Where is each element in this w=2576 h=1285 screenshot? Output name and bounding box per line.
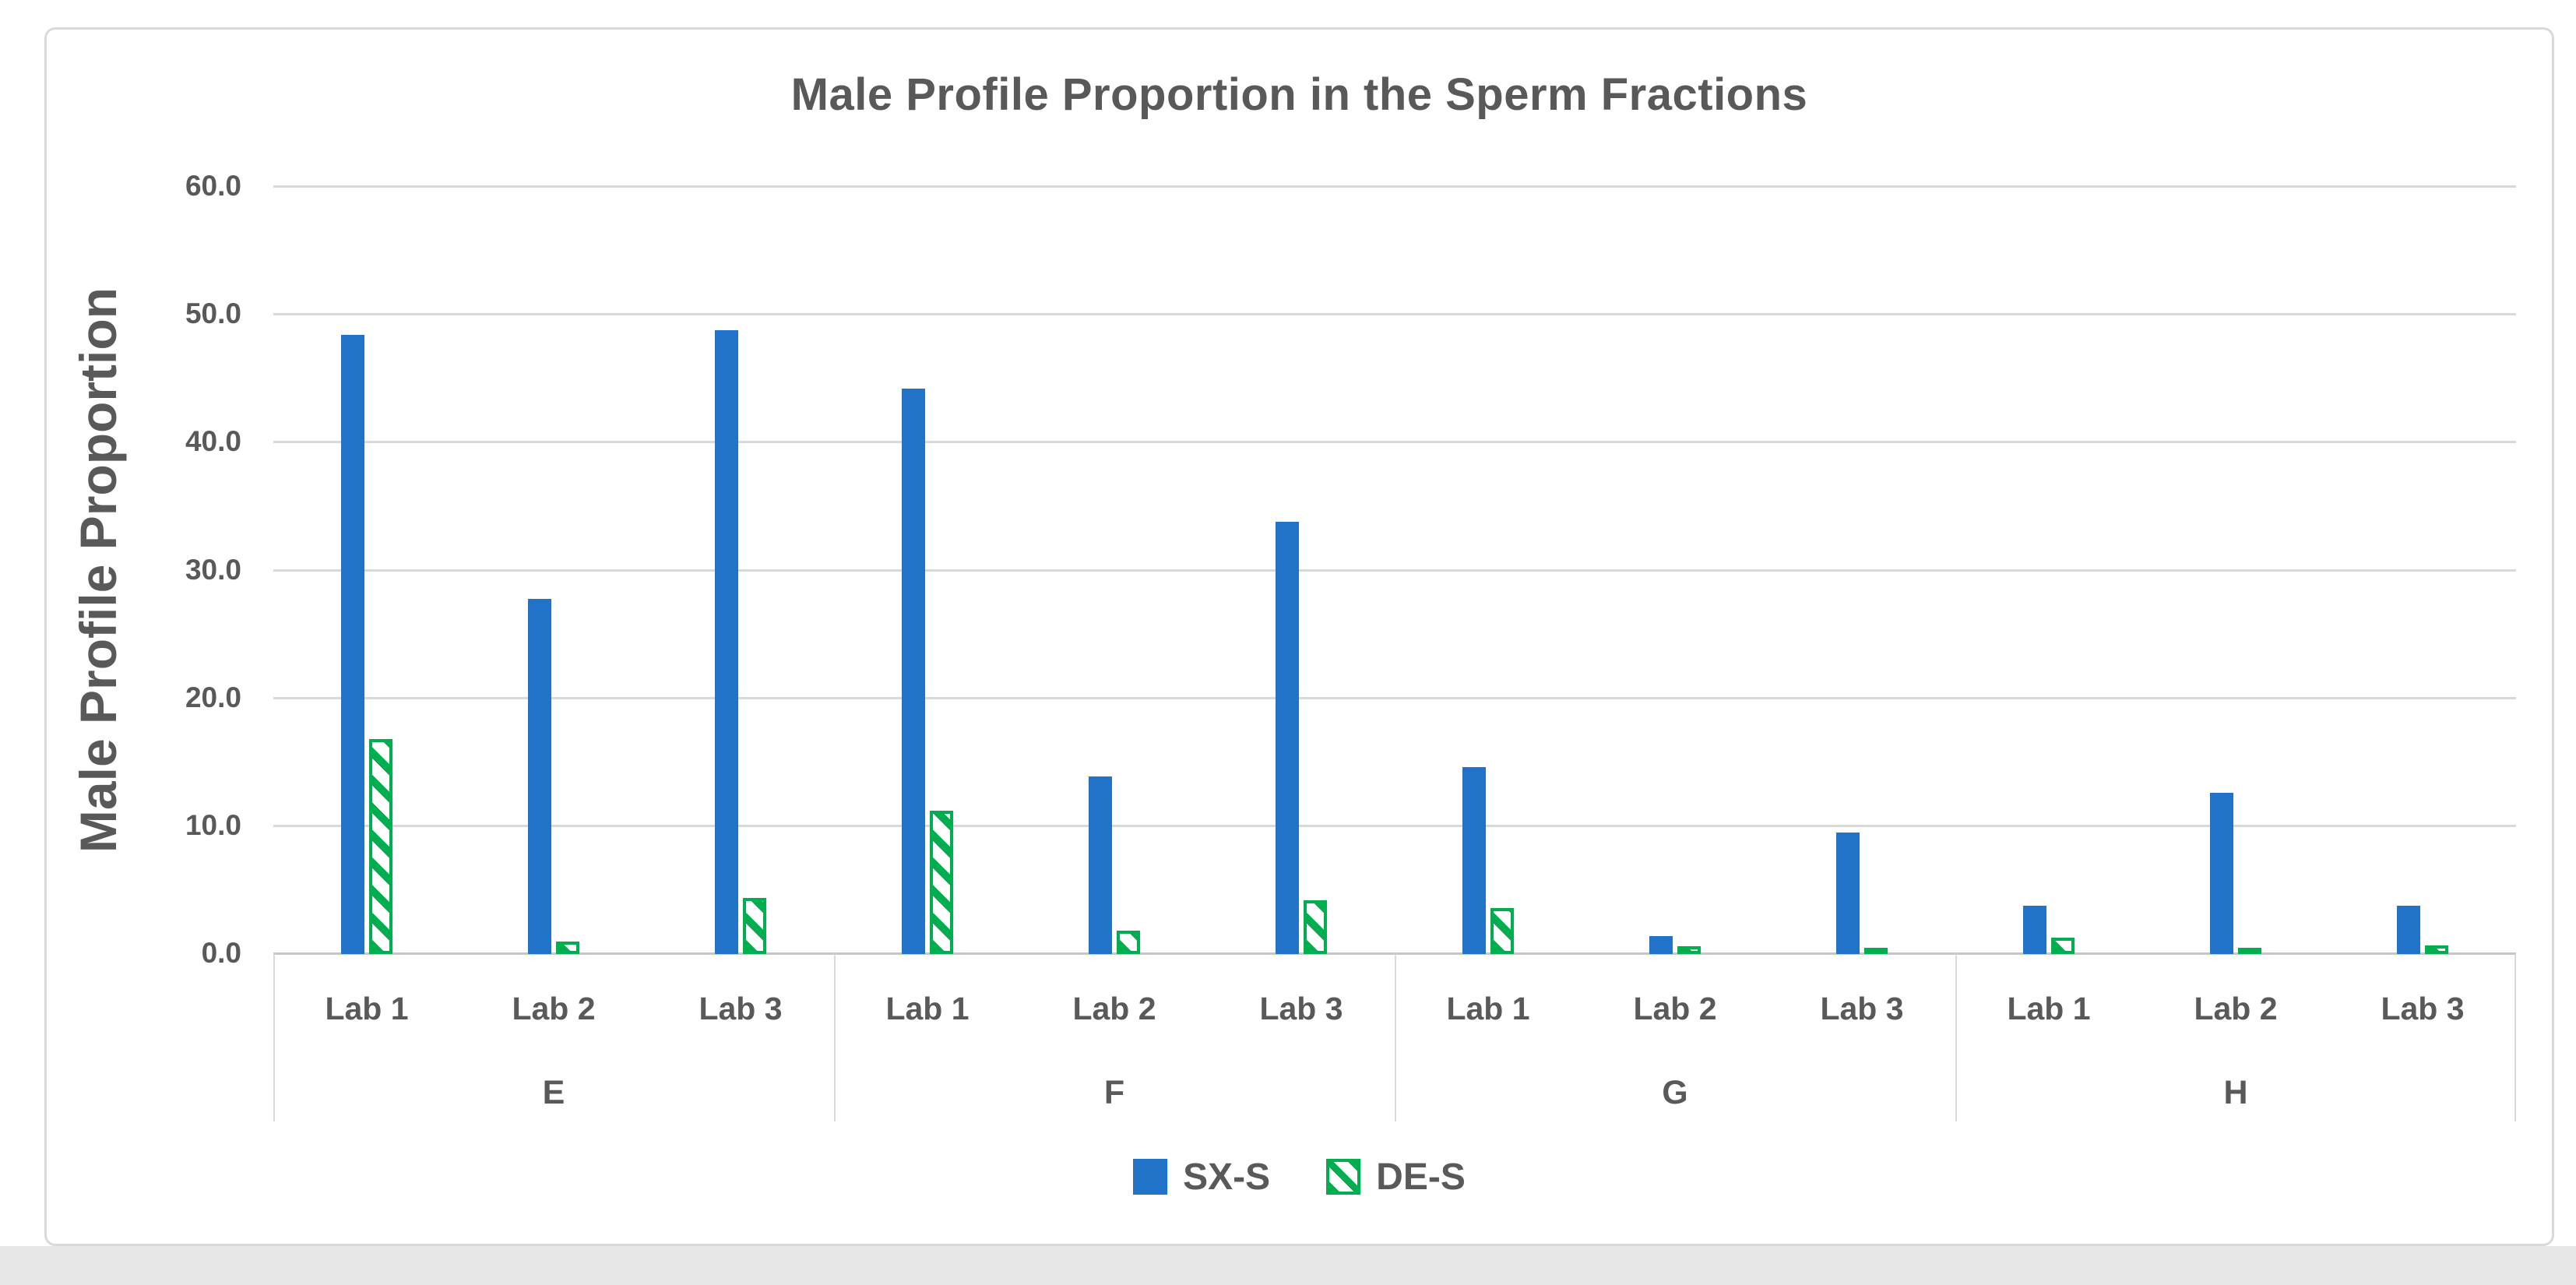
sx-s-bar-e-lab-3	[715, 329, 738, 954]
sx-s-legend-swatch	[1133, 1159, 1168, 1195]
group-separator	[834, 954, 836, 1121]
x-axis-line	[273, 952, 2516, 955]
sx-s-bar-g-lab-1	[1462, 767, 1486, 954]
sx-s-bar-e-lab-1	[341, 335, 364, 954]
x-group-label: H	[2223, 1074, 2248, 1111]
group-separator	[1395, 954, 1396, 1121]
sx-s-bar-e-lab-2	[528, 598, 551, 954]
y-tick-label: 40.0	[185, 425, 241, 458]
legend: SX-S DE-S	[47, 1149, 2552, 1204]
y-tick-label: 10.0	[185, 808, 241, 841]
sx-s-bar-h-lab-3	[2397, 905, 2420, 954]
chart-title: Male Profile Proportion in the Sperm Fra…	[790, 69, 1808, 120]
y-tick-label: 50.0	[185, 297, 241, 330]
plot-area	[273, 185, 2516, 955]
de-s-bar-e-lab-1	[369, 739, 392, 954]
sx-s-bar-f-lab-1	[902, 389, 925, 954]
sx-s-bar-g-lab-3	[1836, 833, 1860, 954]
de-s-bar-e-lab-3	[743, 897, 766, 954]
x-lab-label: Lab 1	[2007, 991, 2091, 1026]
legend-item-de-s: DE-S	[1326, 1156, 1466, 1199]
gridline	[273, 824, 2516, 827]
group-separator	[273, 954, 275, 1121]
de-s-bar-g-lab-2	[1677, 946, 1701, 954]
x-lab-label: Lab 2	[1072, 991, 1156, 1026]
sx-s-bar-h-lab-1	[2023, 905, 2046, 954]
group-separator	[1955, 954, 1957, 1121]
de-s-bar-g-lab-3	[1864, 947, 1888, 954]
x-lab-label: Lab 2	[512, 991, 596, 1026]
de-s-bar-h-lab-3	[2425, 945, 2448, 954]
legend-item-sx-s: SX-S	[1133, 1156, 1270, 1199]
legend-label-de-s: DE-S	[1376, 1156, 1466, 1198]
gridline	[273, 313, 2516, 316]
y-tick-label: 20.0	[185, 681, 241, 713]
gridline	[273, 441, 2516, 444]
sx-s-bar-f-lab-2	[1089, 776, 1112, 954]
x-lab-label: Lab 3	[2381, 991, 2465, 1026]
x-lab-label: Lab 2	[1633, 991, 1717, 1026]
y-tick-label: 0.0	[201, 937, 241, 969]
x-lab-label: Lab 2	[2194, 991, 2278, 1026]
group-separator	[2514, 954, 2516, 1121]
de-s-bar-f-lab-3	[1304, 900, 1327, 954]
x-lab-label: Lab 1	[1446, 991, 1530, 1026]
x-group-label: F	[1103, 1074, 1125, 1111]
x-group-label: E	[542, 1074, 565, 1111]
x-lab-label: Lab 3	[1259, 991, 1343, 1026]
sx-s-bar-h-lab-2	[2210, 793, 2233, 954]
bottom-strip	[0, 1246, 2576, 1285]
de-s-bar-g-lab-1	[1490, 907, 1514, 954]
x-lab-label: Lab 3	[699, 991, 783, 1026]
x-axis-label-area: Lab 1 Lab 2 Lab 3 E Lab 1 Lab 2 Lab 3 F Lab 1 Lab…	[273, 954, 2516, 1124]
x-lab-label: Lab 1	[885, 991, 970, 1026]
x-lab-label: Lab 1	[325, 991, 409, 1026]
x-lab-label: Lab 3	[1820, 991, 1904, 1026]
gridline	[273, 696, 2516, 699]
de-s-bar-f-lab-1	[930, 811, 953, 954]
de-s-bar-f-lab-2	[1117, 931, 1140, 954]
de-s-bar-e-lab-2	[556, 941, 579, 954]
gridline	[273, 185, 2516, 188]
de-s-bar-h-lab-2	[2238, 948, 2261, 954]
de-s-legend-swatch	[1326, 1159, 1361, 1195]
sx-s-bar-f-lab-3	[1276, 522, 1299, 954]
y-tick-label: 60.0	[185, 170, 241, 202]
chart-frame: Male Profile Proportion in the Sperm Fra…	[44, 27, 2554, 1246]
de-s-bar-h-lab-1	[2051, 937, 2075, 954]
sx-s-bar-g-lab-2	[1649, 936, 1673, 954]
gridline	[273, 569, 2516, 572]
legend-label-sx-s: SX-S	[1183, 1156, 1271, 1198]
y-tick-label: 30.0	[185, 553, 241, 586]
x-group-label: G	[1662, 1074, 1688, 1111]
